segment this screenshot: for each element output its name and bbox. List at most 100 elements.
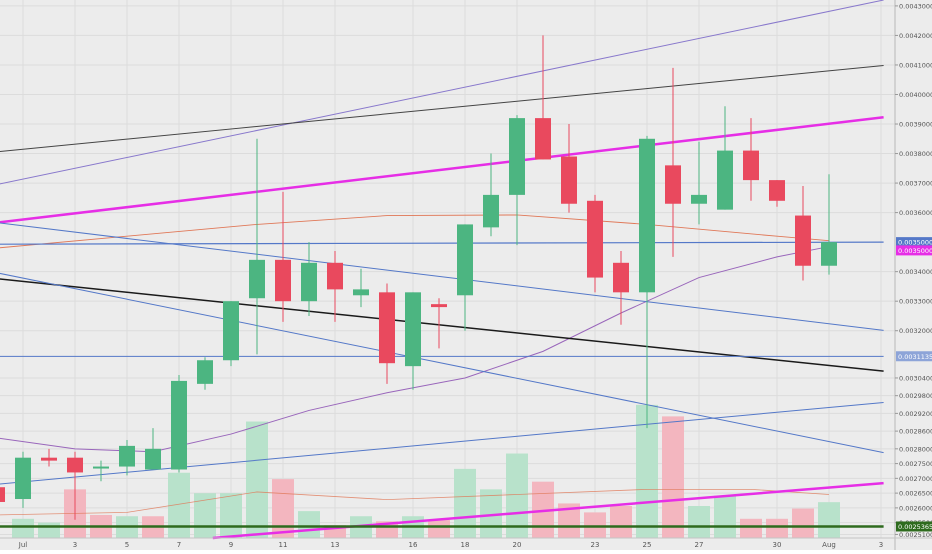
y-tick-label: 0.00286000	[899, 428, 932, 436]
candle	[327, 250, 343, 322]
price-label-background	[896, 237, 932, 248]
candle-body	[223, 301, 239, 361]
candle	[197, 357, 213, 390]
volume-bar	[38, 522, 60, 538]
candle	[769, 180, 785, 207]
y-tick-label: 0.00265000	[899, 490, 932, 498]
candle	[301, 242, 317, 316]
x-tick-label: 20	[513, 541, 522, 549]
candle-body	[483, 194, 499, 228]
trend-line-purple	[0, 0, 884, 185]
y-tick-label: 0.00410000	[899, 61, 932, 69]
volume-bar	[168, 472, 190, 538]
trend-line-blue	[0, 272, 884, 454]
y-tick-label: 0.00370000	[899, 180, 932, 188]
x-tick-label: 9	[229, 541, 233, 549]
candle	[743, 118, 759, 201]
candle	[93, 460, 109, 482]
x-tick-label: 30	[773, 541, 782, 549]
candle-body	[535, 118, 551, 160]
candle-body	[743, 150, 759, 181]
candle	[717, 106, 733, 210]
candles	[0, 35, 837, 520]
candle	[67, 451, 83, 520]
volume-bar	[272, 479, 294, 538]
candle-body	[795, 215, 811, 266]
y-tick-label: 0.00280000	[899, 445, 932, 453]
x-axis: Jul 3 5 7 9 11 13 16 18 20 23 25 27 30 Aug 3	[0, 537, 932, 549]
candle-body	[639, 138, 655, 293]
candle-body	[327, 262, 343, 290]
trend-line-magenta	[212, 481, 884, 540]
candle	[821, 174, 837, 275]
candle-body	[509, 118, 525, 195]
candle-body	[145, 448, 161, 470]
candle	[431, 298, 447, 349]
candle-body	[379, 292, 395, 364]
y-tick-label: 0.00298000	[899, 392, 932, 400]
y-tick-label: 0.00320000	[899, 327, 932, 335]
y-tick-label: 0.00330000	[899, 298, 932, 306]
candle-body	[665, 165, 681, 204]
x-tick-label: 11	[279, 541, 288, 549]
candle-body	[561, 156, 577, 204]
y-tick-label: 0.00380000	[899, 150, 932, 158]
x-tick-label: Aug	[822, 541, 836, 549]
x-tick-label: 3	[73, 541, 77, 549]
y-tick-label: 0.00340000	[899, 268, 932, 276]
volume-bar	[584, 512, 606, 538]
candle	[249, 138, 265, 355]
trend-line-blue	[0, 401, 884, 485]
candle-body	[769, 180, 785, 201]
y-tick-label: 0.00360000	[899, 209, 932, 217]
candle	[665, 67, 681, 257]
candle	[535, 35, 551, 160]
candle-body	[119, 445, 135, 467]
volume-bar	[220, 493, 242, 538]
candle-body	[249, 259, 265, 299]
x-tick-label: 23	[591, 541, 600, 549]
candle	[0, 487, 5, 502]
volume-ma-line	[0, 488, 830, 516]
volume-bar	[714, 495, 736, 538]
y-tick-label: 0.00275000	[899, 460, 932, 468]
price-label-text: 0.00253653	[898, 523, 932, 531]
candle-body	[301, 262, 317, 302]
trend-line-blue	[0, 241, 884, 245]
candle-body	[171, 380, 187, 470]
candle-body	[431, 304, 447, 308]
y-tick-label: 0.00292000	[899, 410, 932, 418]
candle-body	[197, 360, 213, 384]
trend-lines	[0, 0, 884, 540]
trend-line-black	[0, 278, 884, 372]
candle-body	[613, 262, 629, 293]
trend-line-blue	[0, 222, 884, 331]
candle-body	[275, 259, 291, 302]
volume-bar	[792, 508, 814, 538]
volume-bar	[246, 421, 268, 538]
candle	[639, 135, 655, 429]
volume-bar	[298, 511, 320, 538]
candle	[587, 194, 603, 293]
candle	[223, 301, 239, 367]
volume-bar	[740, 518, 762, 538]
volume-bar	[428, 520, 450, 538]
y-tick-label: 0.00420000	[899, 32, 932, 40]
x-tick-label: 7	[177, 541, 181, 549]
y-axis: 0.00430000 0.00420000 0.00410000 0.00400000…	[894, 0, 932, 550]
volume-bar	[636, 404, 658, 538]
volume-bar	[818, 502, 840, 538]
x-tick-label: 27	[695, 541, 704, 549]
x-tick-label: 13	[331, 541, 340, 549]
y-tick-label: 0.00270000	[899, 475, 932, 483]
volume-bar	[454, 468, 476, 538]
candle-body	[67, 457, 83, 473]
volume-bar	[766, 518, 788, 538]
